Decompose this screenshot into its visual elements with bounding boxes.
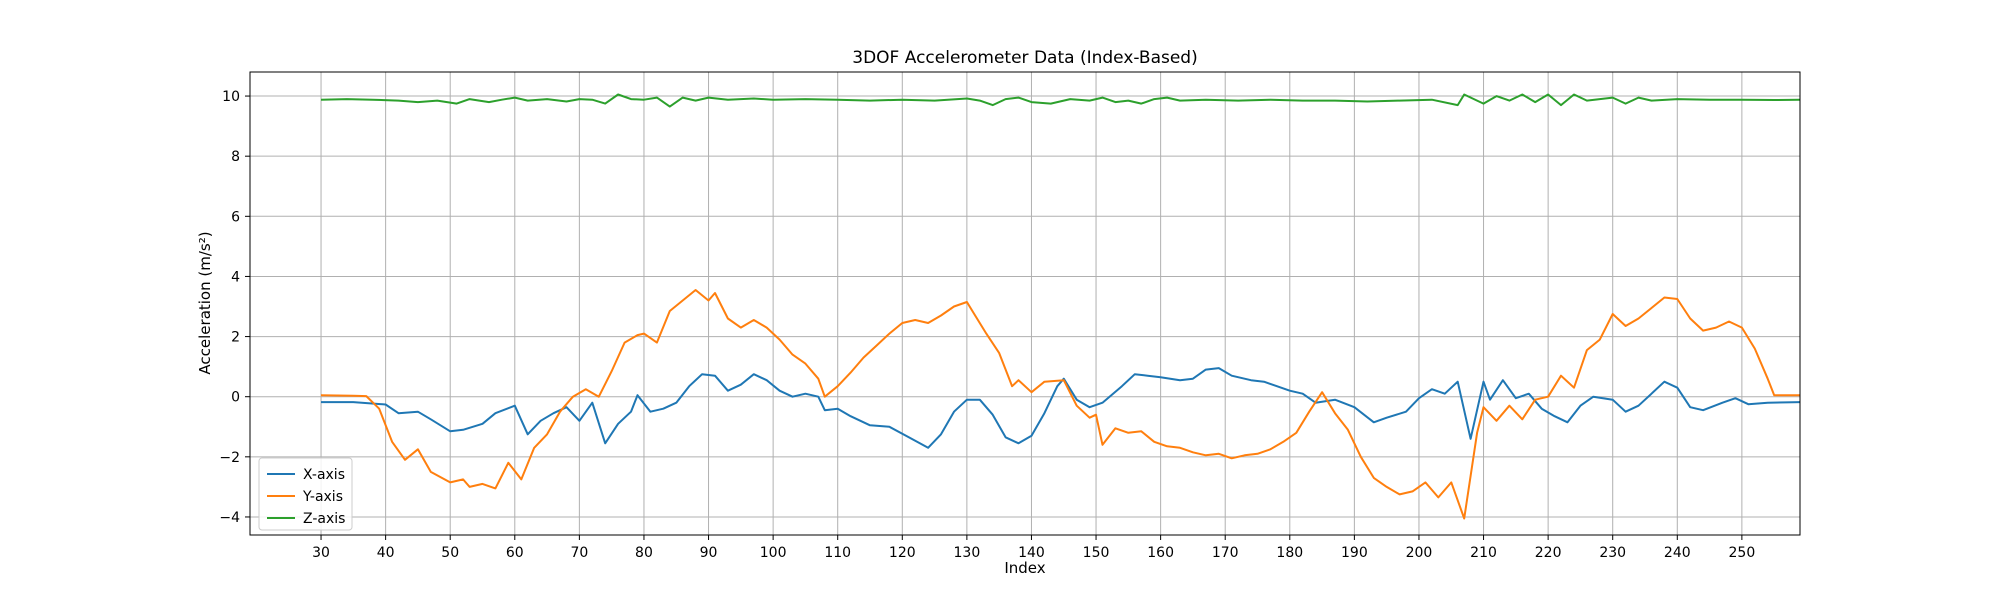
x-ticks: 30 40 50 60 70 80 90 100 110 120 130 140 150 160 170 18… bbox=[312, 535, 1755, 561]
x-tick-label: 50 bbox=[441, 545, 459, 561]
x-tick-label: 240 bbox=[1664, 545, 1691, 561]
legend-box bbox=[258, 457, 353, 531]
x-tick-label: 160 bbox=[1147, 545, 1174, 561]
x-tick-label: 130 bbox=[954, 545, 981, 561]
legend-label: Z-axis bbox=[303, 511, 345, 527]
legend-label: Y-axis bbox=[302, 489, 343, 505]
x-tick-label: 110 bbox=[824, 545, 851, 561]
y-tick-label: −4 bbox=[219, 510, 240, 526]
y-tick-label: −2 bbox=[219, 450, 240, 466]
y-axis-label: Acceleration (m/s²) bbox=[196, 231, 214, 374]
x-tick-label: 60 bbox=[506, 545, 524, 561]
x-tick-label: 220 bbox=[1535, 545, 1562, 561]
x-axis-label: Index bbox=[1004, 559, 1045, 577]
grid bbox=[250, 72, 1800, 535]
x-tick-label: 200 bbox=[1406, 545, 1433, 561]
x-tick-label: 150 bbox=[1083, 545, 1110, 561]
x-tick-label: 80 bbox=[635, 545, 653, 561]
series-line-z-axis bbox=[320, 93, 1801, 108]
x-tick-label: 70 bbox=[570, 545, 588, 561]
x-tick-label: 190 bbox=[1341, 545, 1368, 561]
x-tick-label: 140 bbox=[1018, 545, 1045, 561]
x-tick-label: 170 bbox=[1212, 545, 1239, 561]
y-tick-label: 6 bbox=[231, 209, 240, 225]
series-line-x-axis bbox=[321, 367, 1801, 449]
y-tick-label: 4 bbox=[231, 269, 240, 285]
x-tick-label: 230 bbox=[1599, 545, 1626, 561]
y-tick-label: 2 bbox=[231, 330, 240, 346]
x-tick-label: 210 bbox=[1470, 545, 1497, 561]
y-tick-label: 0 bbox=[231, 390, 240, 406]
x-tick-label: 180 bbox=[1276, 545, 1303, 561]
series-line-y-axis bbox=[320, 289, 1800, 520]
legend: X-axis Y-axis Z-axis bbox=[258, 457, 353, 531]
chart-title: 3DOF Accelerometer Data (Index-Based) bbox=[852, 48, 1197, 68]
y-ticks: −4 −2 0 2 4 6 8 10 bbox=[219, 89, 250, 526]
x-tick-label: 40 bbox=[377, 545, 395, 561]
legend-label: X-axis bbox=[303, 467, 345, 483]
series-lines bbox=[320, 93, 1801, 520]
x-tick-label: 120 bbox=[889, 545, 916, 561]
x-tick-label: 30 bbox=[312, 545, 330, 561]
x-tick-label: 100 bbox=[760, 545, 787, 561]
y-tick-label: 8 bbox=[231, 149, 240, 165]
x-tick-label: 250 bbox=[1729, 545, 1756, 561]
x-tick-label: 90 bbox=[700, 545, 718, 561]
y-tick-label: 10 bbox=[222, 89, 240, 105]
plot-frame bbox=[249, 71, 1801, 536]
